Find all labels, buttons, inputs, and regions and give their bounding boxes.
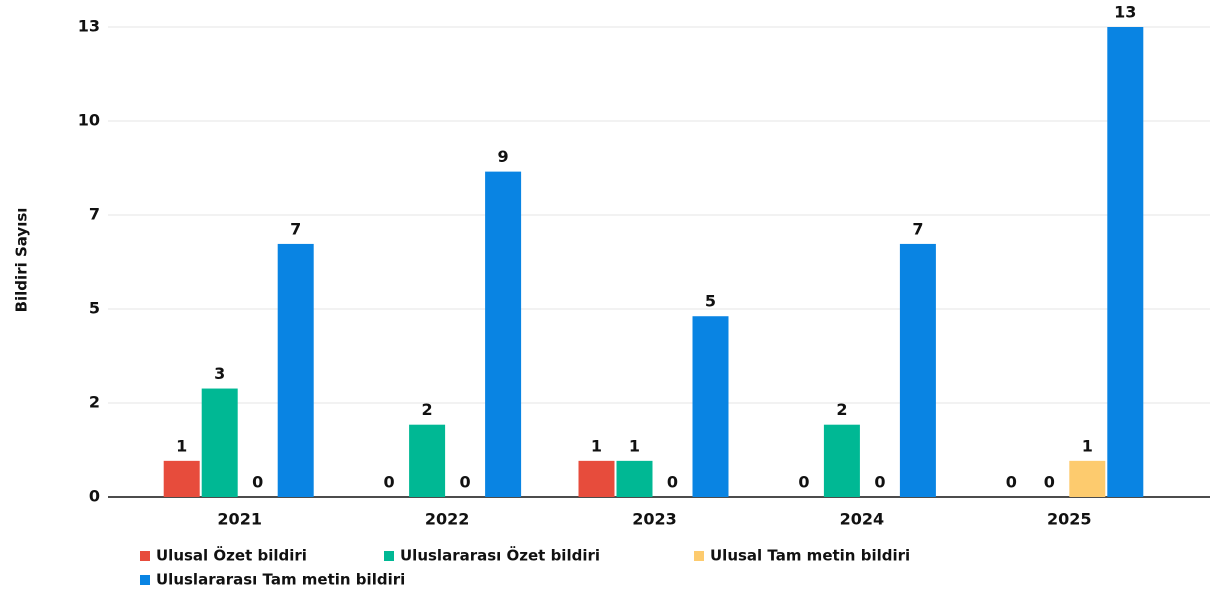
bar bbox=[1069, 460, 1106, 497]
bar bbox=[277, 243, 314, 497]
x-tick-label: 2025 bbox=[1047, 510, 1092, 529]
y-tick-label: 2 bbox=[89, 393, 100, 412]
y-axis-label: Bildiri Sayısı bbox=[13, 208, 31, 313]
legend-label: Uluslararası Tam metin bildiri bbox=[156, 571, 405, 589]
value-label: 0 bbox=[874, 473, 885, 492]
y-tick-label: 10 bbox=[78, 111, 100, 130]
value-label: 1 bbox=[629, 436, 640, 455]
bar bbox=[201, 388, 238, 497]
value-label: 7 bbox=[290, 219, 301, 238]
legend-swatch bbox=[140, 575, 150, 585]
bar bbox=[1107, 27, 1144, 497]
bar bbox=[485, 171, 522, 497]
value-label: 1 bbox=[1082, 436, 1093, 455]
x-tick-label: 2021 bbox=[217, 510, 262, 529]
legend-swatch bbox=[384, 551, 394, 561]
x-tick-label: 2022 bbox=[425, 510, 470, 529]
legend-label: Ulusal Özet bildiri bbox=[156, 546, 307, 565]
bar bbox=[692, 316, 729, 497]
value-label: 3 bbox=[214, 364, 225, 383]
legend-swatch bbox=[140, 551, 150, 561]
value-label: 2 bbox=[422, 400, 433, 419]
legend-label: Ulusal Tam metin bildiri bbox=[710, 547, 910, 565]
x-tick-label: 2023 bbox=[632, 510, 677, 529]
value-label: 1 bbox=[591, 436, 602, 455]
bar bbox=[899, 243, 936, 497]
value-label: 9 bbox=[498, 147, 509, 166]
value-label: 0 bbox=[1044, 473, 1055, 492]
value-label: 0 bbox=[667, 473, 678, 492]
y-tick-label: 0 bbox=[89, 487, 100, 506]
bar bbox=[163, 460, 200, 497]
y-tick-label: 7 bbox=[89, 205, 100, 224]
value-label: 13 bbox=[1114, 3, 1136, 22]
value-label: 0 bbox=[384, 473, 395, 492]
value-label: 1 bbox=[176, 436, 187, 455]
bar bbox=[823, 424, 860, 497]
legend-swatch bbox=[694, 551, 704, 561]
legend-label: Uluslararası Özet bildiri bbox=[400, 546, 600, 565]
value-label: 5 bbox=[705, 292, 716, 311]
value-label: 0 bbox=[1006, 473, 1017, 492]
bar bbox=[409, 424, 446, 497]
x-tick-label: 2024 bbox=[840, 510, 885, 529]
y-tick-label: 13 bbox=[78, 17, 100, 36]
value-label: 2 bbox=[836, 400, 847, 419]
value-label: 0 bbox=[798, 473, 809, 492]
value-label: 0 bbox=[460, 473, 471, 492]
bar bbox=[616, 460, 653, 497]
bar bbox=[578, 460, 615, 497]
value-label: 0 bbox=[252, 473, 263, 492]
value-label: 7 bbox=[912, 219, 923, 238]
y-tick-label: 5 bbox=[89, 299, 100, 318]
